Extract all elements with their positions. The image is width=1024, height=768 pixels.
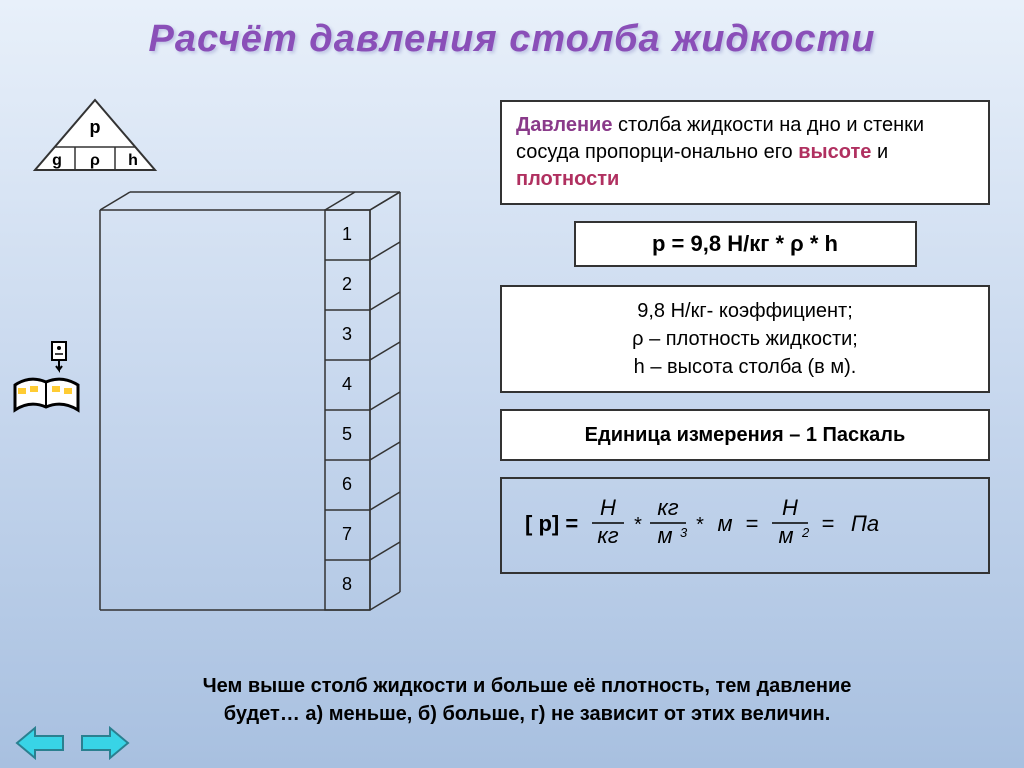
liquid-column-diagram: 1 2 3 4 5 6 7 8 (90, 190, 470, 640)
svg-text:Па: Па (851, 511, 879, 536)
svg-text:[ p] =: [ p] = (525, 511, 578, 536)
svg-text:кг: кг (597, 523, 618, 548)
question-text: Чем выше столб жидкости и больше её плот… (90, 672, 964, 728)
svg-text:*: * (634, 514, 642, 536)
svg-text:Н: Н (600, 495, 616, 520)
kw-density: плотности (516, 168, 619, 190)
triangle-g: g (52, 152, 62, 169)
kw-pressure: Давление (516, 114, 612, 136)
svg-text:=: = (822, 511, 835, 536)
book-icon (10, 340, 85, 420)
question-line1: Чем выше столб жидкости и больше её плот… (90, 672, 964, 700)
definition-box: Давление столба жидкости на дно и стенки… (500, 100, 990, 205)
svg-text:кг: кг (657, 495, 678, 520)
svg-text:3: 3 (680, 525, 688, 540)
triangle-h: h (128, 152, 138, 169)
coefficients-box: 9,8 Н/кг- коэффициент; ρ – плотность жид… (500, 285, 990, 393)
col-6: 6 (342, 474, 352, 494)
svg-text:м: м (778, 523, 793, 548)
formula-box: p = 9,8 Н/кг * ρ * h (574, 221, 917, 267)
col-8: 8 (342, 574, 352, 594)
triangle-p: p (90, 117, 101, 137)
triangle-rho: ρ (90, 152, 100, 169)
coeff-line2: ρ – плотность жидкости; (516, 325, 974, 353)
svg-text:*: * (696, 514, 704, 536)
col-4: 4 (342, 374, 352, 394)
svg-text:м: м (657, 523, 672, 548)
col-2: 2 (342, 274, 352, 294)
unit-box: Единица измерения – 1 Паскаль (500, 409, 990, 461)
question-line2: будет… а) меньше, б) больше, г) не завис… (90, 700, 964, 728)
formula-triangle: p g ρ h (30, 95, 160, 185)
svg-text:=: = (746, 511, 759, 536)
page-title: Расчёт давления столба жидкости (0, 0, 1024, 61)
kw-height: высоте (798, 141, 871, 163)
svg-text:Н: Н (782, 495, 798, 520)
def-text2: и (871, 141, 888, 163)
coeff-line1: 9,8 Н/кг- коэффициент; (516, 297, 974, 325)
next-button[interactable] (80, 726, 130, 760)
col-7: 7 (342, 524, 352, 544)
svg-text:м: м (717, 511, 732, 536)
col-3: 3 (342, 324, 352, 344)
col-1: 1 (342, 224, 352, 244)
coeff-line3: h – высота столба (в м). (516, 353, 974, 381)
svg-text:2: 2 (801, 525, 810, 540)
col-5: 5 (342, 424, 352, 444)
dimensional-analysis-box: [ p] = Н кг * кг м 3 * м = Н м 2 = Па (500, 477, 990, 574)
prev-button[interactable] (15, 726, 65, 760)
